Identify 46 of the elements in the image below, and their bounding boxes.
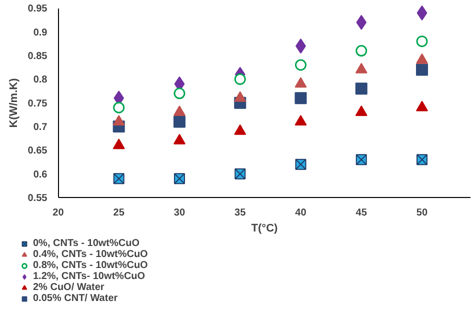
point (294, 92, 307, 104)
point (234, 168, 246, 180)
x-tick-label: 50 (416, 208, 428, 219)
y-axis-title: K(W/m.K) (8, 78, 20, 128)
point (416, 64, 428, 76)
y-tick-label: 0.95 (28, 4, 48, 15)
x-tick-label: 30 (174, 208, 186, 219)
point (356, 45, 368, 57)
y-tick-label: 0.55 (28, 193, 48, 204)
x-tick-label: 40 (295, 208, 307, 219)
y-tick-label: 0.6 (33, 169, 48, 180)
point (234, 91, 246, 102)
point (295, 158, 306, 170)
y-tick-label: 0.85 (28, 51, 48, 62)
x-tick-label: 20 (52, 208, 64, 219)
x-tick-label: 35 (234, 208, 246, 219)
legend-label: 1.2%, CNTs- 10wt%CuO (33, 271, 146, 282)
point (173, 116, 186, 128)
x-tick-label: 45 (356, 208, 368, 219)
point (113, 102, 125, 114)
point (234, 73, 246, 85)
y-tick-label: 0.9 (33, 27, 48, 38)
point (174, 173, 185, 184)
y-tick-label: 0.8 (33, 74, 48, 86)
y-tick-label: 0.65 (28, 146, 48, 157)
point (416, 36, 428, 48)
point (416, 5, 428, 20)
x-axis-title: T(°C) (251, 222, 278, 234)
point (356, 14, 367, 30)
y-tick-label: 0.75 (28, 98, 48, 110)
point (356, 154, 367, 166)
legend-label: 0.05% CNT/ Water (33, 293, 118, 304)
legend-label: 0%, CNTs - 10wt%CuO (33, 238, 140, 249)
point (416, 154, 428, 166)
point (112, 138, 125, 150)
point (294, 77, 307, 88)
legend-label: 0.8%, CNTs - 10wt%CuO (33, 260, 148, 271)
point (174, 88, 186, 100)
legend-label: 0.4%, CNTs - 10wt%CuO (33, 249, 148, 260)
point (355, 82, 368, 95)
point (294, 59, 306, 71)
y-tick-label: 0.7 (33, 122, 48, 134)
x-tick-label: 25 (113, 208, 125, 219)
point (416, 100, 428, 112)
point (113, 173, 124, 184)
legend-label: 2% CuO/ Water (33, 282, 104, 293)
